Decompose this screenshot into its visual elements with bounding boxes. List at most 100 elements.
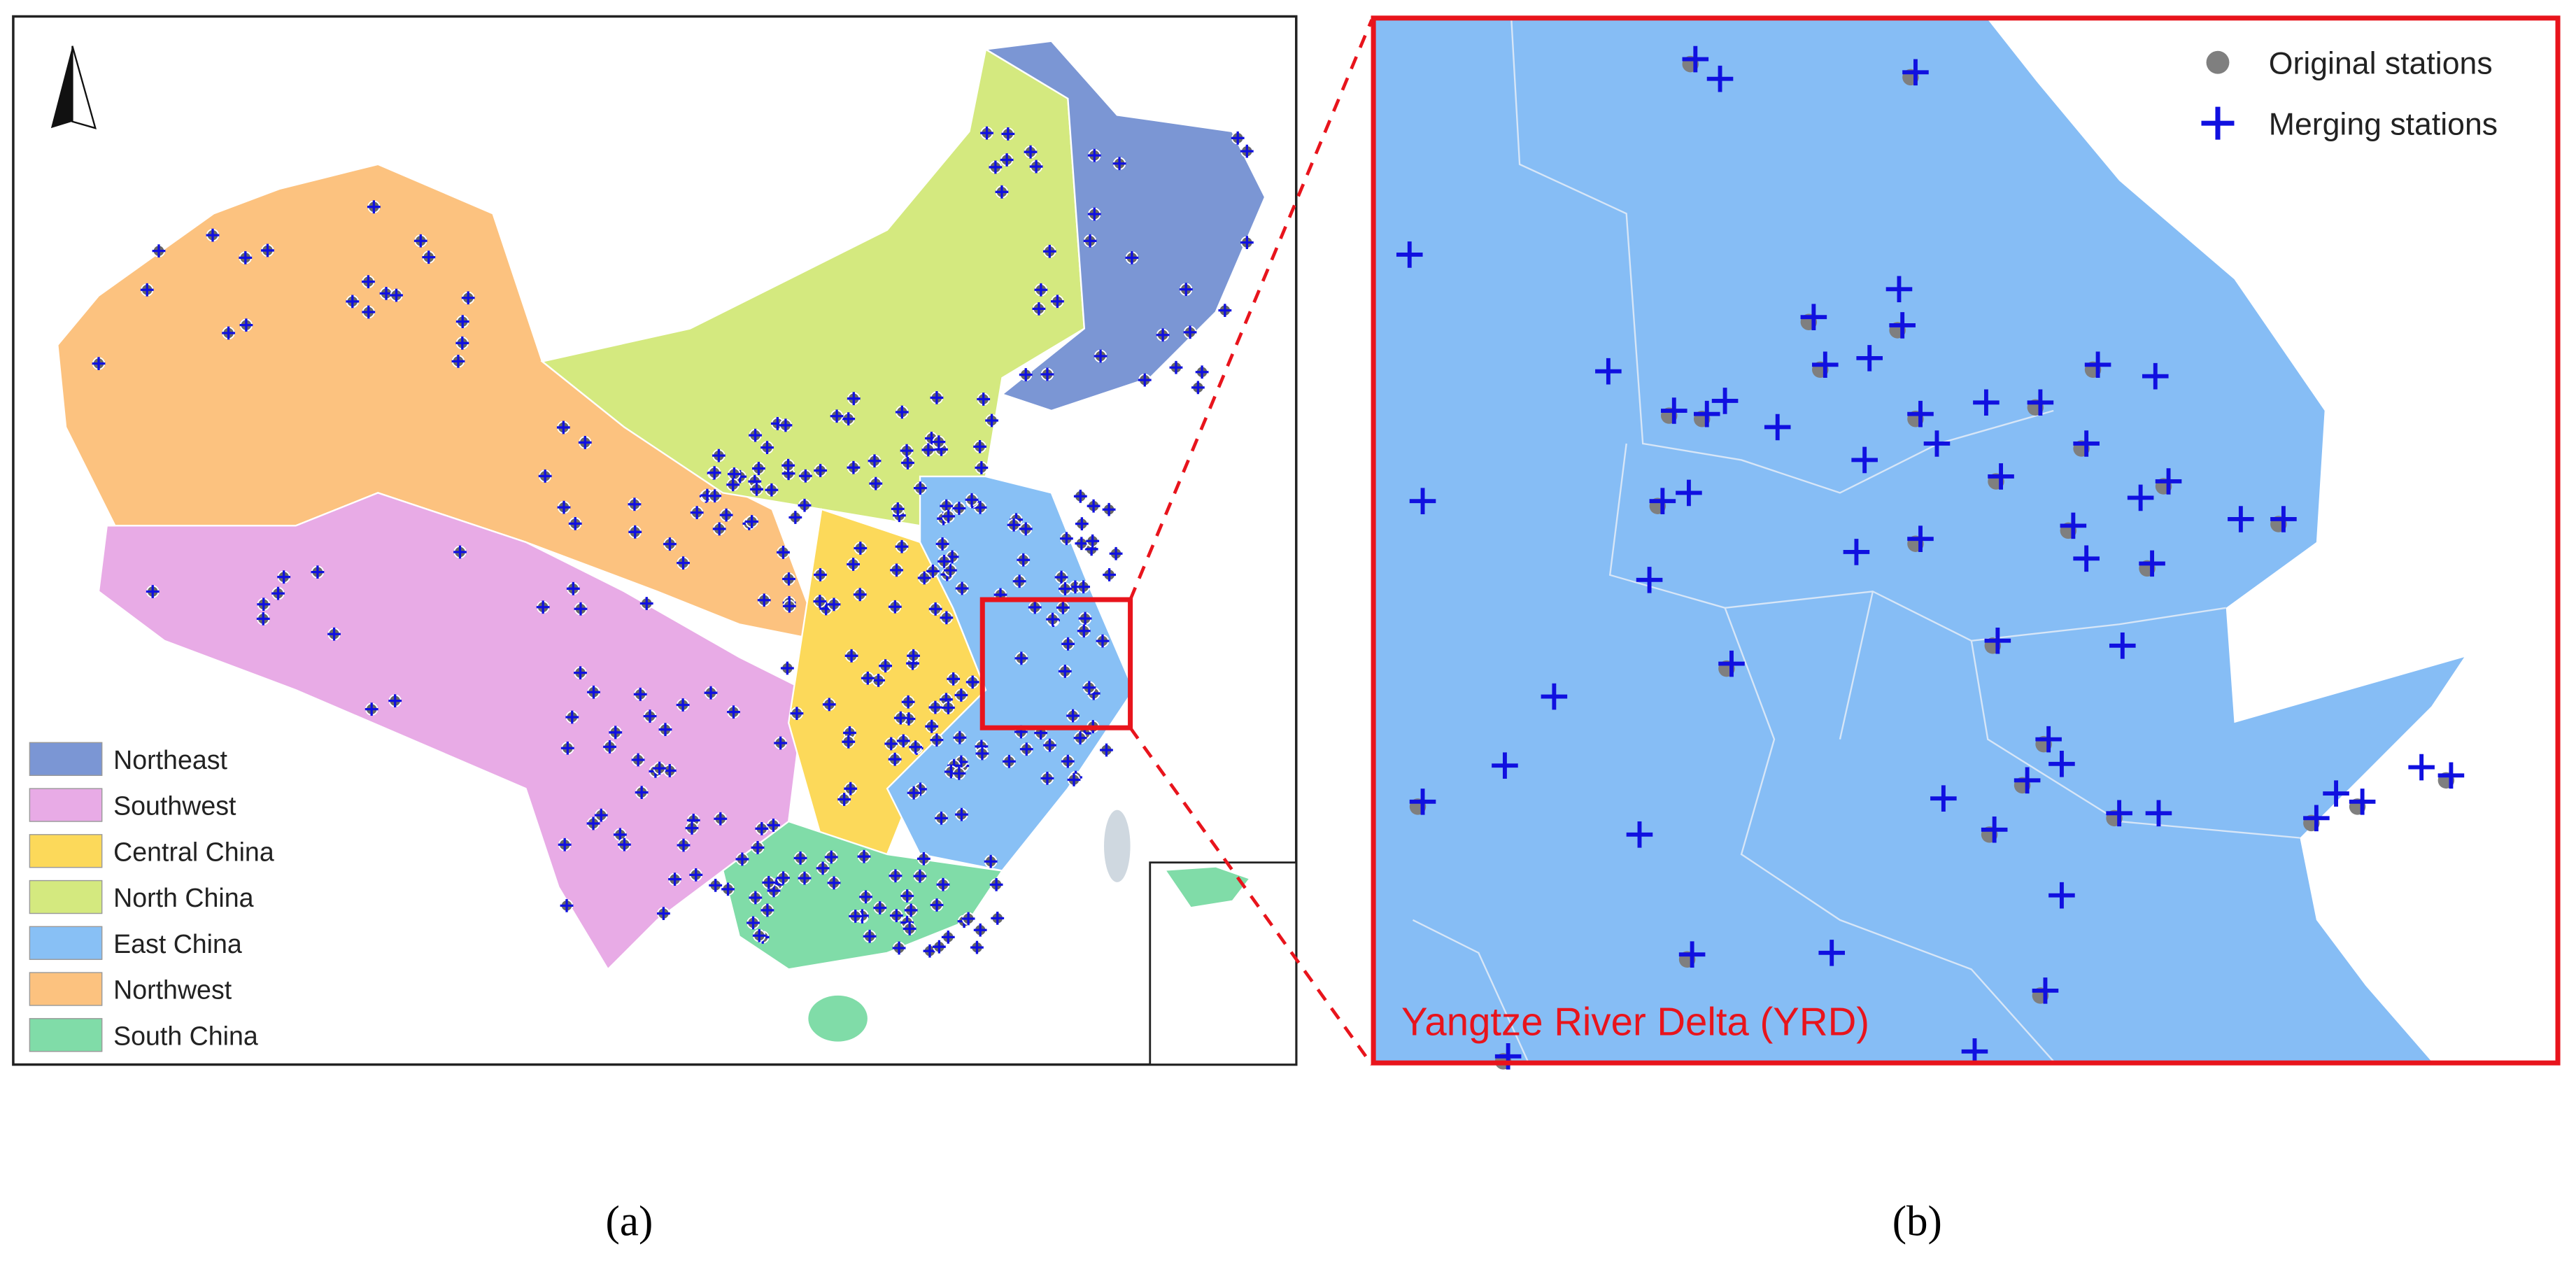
merging-station [603,740,616,754]
merging-station [746,916,760,930]
merging-station [788,511,802,524]
merging-station [830,409,844,423]
merging-station [1678,941,1706,968]
merging-station [868,454,882,468]
merging-station [755,821,769,835]
merging-station [1024,145,1038,159]
merging-station [712,448,726,462]
merging-station [1082,681,1096,695]
merging-station [455,315,469,328]
merging-station [367,200,381,214]
merging-station [388,694,402,707]
merging-station [1693,400,1720,427]
merging-station [2142,362,2169,390]
merging-station [1061,754,1075,768]
merging-station [1231,131,1245,145]
merging-station [586,817,600,831]
merging-station [1195,365,1209,379]
merging-station [859,890,872,904]
merging-station [952,502,966,515]
merging-station [1067,773,1081,786]
merging-station [362,305,376,319]
merging-station [930,898,944,912]
merging-station [895,405,909,419]
legend-marker [2206,50,2230,74]
merging-station [560,741,574,755]
merging-station [1843,539,1870,565]
merging-station [257,598,271,612]
merging-station [890,563,903,577]
merging-station [558,838,572,851]
merging-station [453,545,467,559]
merging-station [2437,762,2465,789]
zoom-box [979,597,1133,730]
merging-station [928,602,942,616]
merging-station [709,878,723,892]
merging-station [538,469,552,483]
merging-station [904,903,918,917]
merging-station [256,612,270,626]
merging-station [1077,624,1091,638]
merging-station [140,283,154,297]
merging-station [461,291,475,305]
merging-station [750,482,763,496]
merging-station [1169,360,1183,374]
merging-station [913,481,927,495]
merging-station [745,515,759,528]
merging-station [937,555,951,568]
legend-label: South China [113,1021,258,1050]
merging-station [719,508,733,522]
merging-station [814,568,827,581]
sea [1988,20,2556,1061]
merging-station [639,597,653,610]
merging-station [935,811,948,825]
merging-station [677,838,691,852]
merging-station [1058,665,1072,678]
merging-station [1001,127,1015,141]
merging-station [222,326,235,340]
merging-station [896,734,910,748]
merging-station [271,586,285,600]
merging-station [749,891,763,905]
merging-station [707,466,721,480]
merging-station [762,875,776,889]
merging-station [921,443,935,457]
legend-label: Southwest [113,791,236,821]
merging-station [1902,59,1929,86]
merging-station [1676,479,1702,507]
legend-label: Central China [113,837,274,866]
merging-station [847,460,861,474]
merging-station [689,868,703,882]
merging-station [1019,368,1033,381]
merging-station [1112,157,1126,171]
merging-station [1907,400,1934,427]
legend: Northeast Southwest Central China North Chi… [29,742,274,1052]
merging-station [1000,153,1014,167]
merging-station [1096,634,1110,648]
merging-station [1094,349,1107,363]
legend-swatch [29,788,103,822]
merging-station [565,710,579,724]
merging-station [970,940,984,954]
merging-station [1078,612,1092,626]
merging-station [1706,65,1734,92]
merging-station [849,910,863,923]
merging-station [975,461,989,474]
merging-station [1636,567,1663,593]
merging-station [955,581,969,595]
merging-station [422,250,436,264]
merging-station [365,702,378,716]
merging-station [1059,582,1072,595]
merging-station [757,593,771,607]
merging-station [658,723,672,737]
merging-station [975,747,989,761]
merging-station [895,539,909,553]
merging-station [2048,751,2075,777]
merging-station [798,469,812,483]
merging-station [1595,358,1622,385]
merging-station [568,516,582,530]
merging-station [578,436,592,449]
legend-label: Northwest [113,975,232,1005]
merging-station [1138,373,1152,387]
merging-station [965,493,979,507]
